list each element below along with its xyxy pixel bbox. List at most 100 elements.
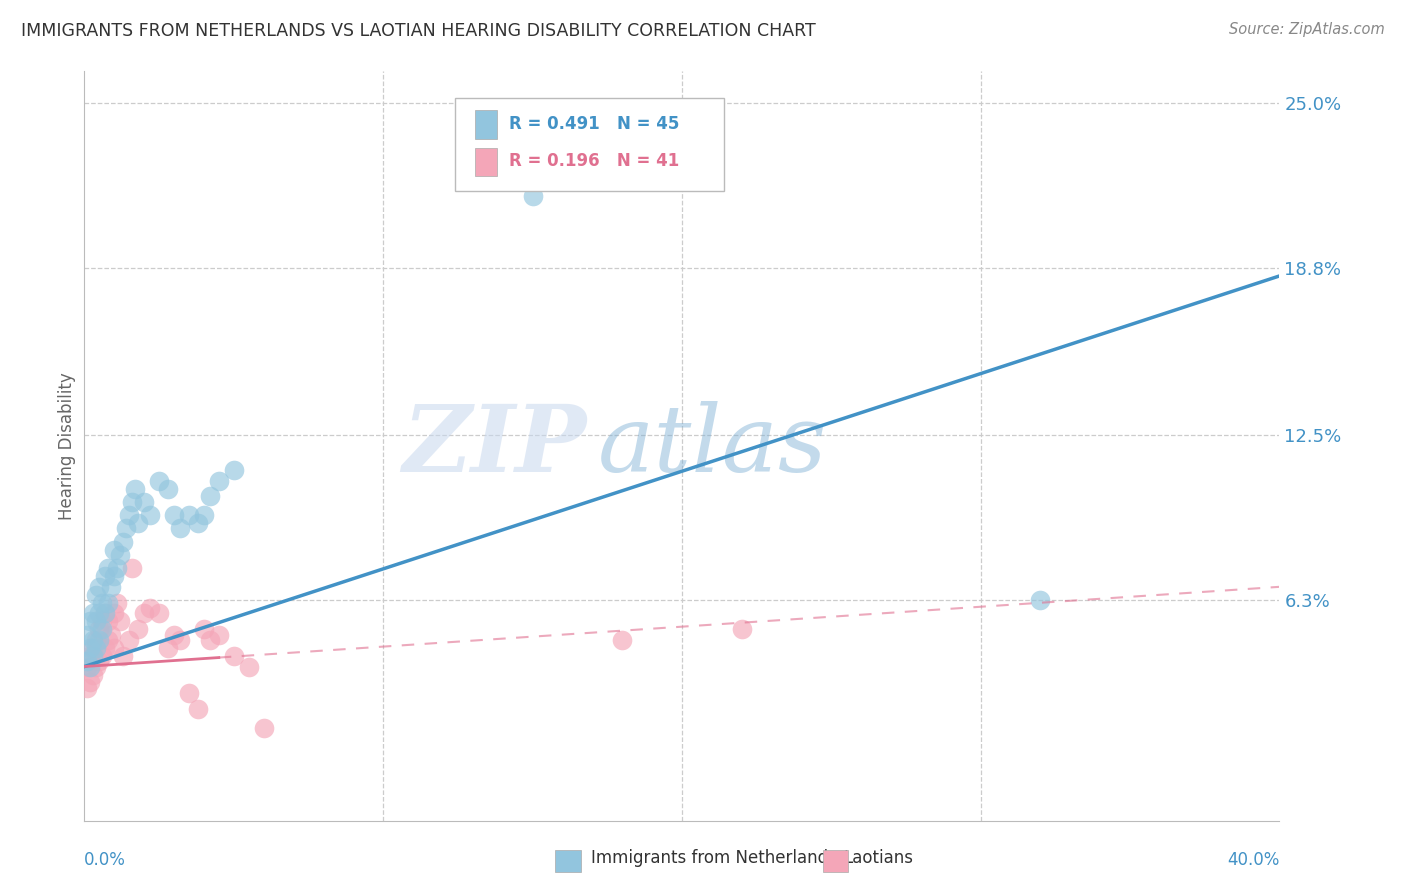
Point (103, 569, 125, 583)
Point (91, 648, 114, 663)
Point (79, 648, 101, 663)
Point (112, 648, 135, 663)
Point (127, 516, 149, 530)
Point (89, 607, 111, 621)
FancyBboxPatch shape (475, 148, 496, 177)
Text: atlas: atlas (599, 401, 828, 491)
Point (86, 588, 108, 602)
Point (115, 521, 138, 535)
Point (121, 561, 143, 575)
Text: IMMIGRANTS FROM NETHERLANDS VS LAOTIAN HEARING DISABILITY CORRELATION CHART: IMMIGRANTS FROM NETHERLANDS VS LAOTIAN H… (21, 22, 815, 40)
FancyBboxPatch shape (475, 111, 496, 139)
Text: ZIP: ZIP (402, 401, 586, 491)
Point (253, 721, 276, 735)
Point (97, 596, 120, 610)
Point (198, 490, 221, 504)
Point (79, 640, 101, 655)
Point (112, 534, 135, 549)
Point (86, 659, 108, 673)
Point (118, 508, 141, 522)
Point (76, 627, 98, 641)
Point (103, 640, 125, 655)
Point (76, 654, 98, 668)
Point (127, 623, 149, 637)
Point (132, 607, 156, 621)
Point (157, 640, 180, 655)
Point (82, 640, 104, 655)
Point (97, 561, 120, 575)
Point (124, 482, 146, 496)
Point (89, 623, 111, 637)
Point (222, 463, 245, 477)
Text: Laotians: Laotians (844, 849, 914, 867)
Point (193, 623, 215, 637)
Point (148, 474, 170, 488)
Point (89, 632, 111, 647)
Point (198, 632, 221, 647)
Point (163, 508, 186, 522)
Point (86, 615, 108, 629)
Y-axis label: Hearing Disability: Hearing Disability (58, 372, 76, 520)
Point (105, 561, 128, 575)
Point (82, 648, 104, 663)
Point (100, 580, 122, 594)
Point (110, 615, 132, 629)
Point (208, 474, 231, 488)
Point (208, 627, 231, 641)
Point (193, 508, 215, 522)
Point (163, 627, 186, 641)
Point (94, 569, 117, 583)
Point (148, 607, 170, 621)
Point (139, 508, 162, 522)
Point (79, 659, 101, 673)
FancyBboxPatch shape (456, 97, 724, 191)
Point (121, 495, 143, 509)
Text: Source: ZipAtlas.com: Source: ZipAtlas.com (1229, 22, 1385, 37)
Point (89, 580, 111, 594)
Point (157, 482, 180, 496)
Point (222, 648, 245, 663)
Point (187, 702, 209, 716)
Text: Immigrants from Netherlands: Immigrants from Netherlands (591, 849, 837, 867)
Point (177, 508, 200, 522)
Point (103, 607, 125, 621)
Point (79, 675, 101, 690)
Text: 0.0%: 0.0% (84, 851, 127, 869)
Point (103, 542, 125, 557)
Point (94, 640, 117, 655)
Point (177, 686, 200, 700)
Point (612, 632, 634, 647)
Point (1029, 593, 1052, 607)
Point (82, 632, 104, 647)
Point (76, 681, 98, 695)
Point (89, 654, 111, 668)
Point (169, 521, 191, 535)
Point (118, 632, 141, 647)
Point (97, 615, 120, 629)
Point (86, 632, 108, 647)
Point (731, 623, 754, 637)
Point (238, 659, 260, 673)
Point (100, 627, 122, 641)
Point (91, 596, 114, 610)
Text: R = 0.491   N = 45: R = 0.491 N = 45 (509, 115, 679, 133)
Text: 40.0%: 40.0% (1227, 851, 1279, 869)
Point (132, 495, 156, 509)
Point (91, 623, 114, 637)
Point (82, 607, 104, 621)
Point (169, 632, 191, 647)
Point (79, 615, 101, 629)
Point (187, 516, 209, 530)
Point (110, 548, 132, 562)
Point (76, 659, 98, 673)
Point (86, 640, 108, 655)
Point (94, 607, 117, 621)
Point (139, 601, 162, 615)
Point (522, 189, 544, 203)
Point (94, 607, 117, 621)
Point (105, 596, 128, 610)
Point (97, 632, 120, 647)
Point (91, 615, 114, 629)
Point (82, 667, 104, 681)
Text: R = 0.196   N = 41: R = 0.196 N = 41 (509, 153, 679, 170)
